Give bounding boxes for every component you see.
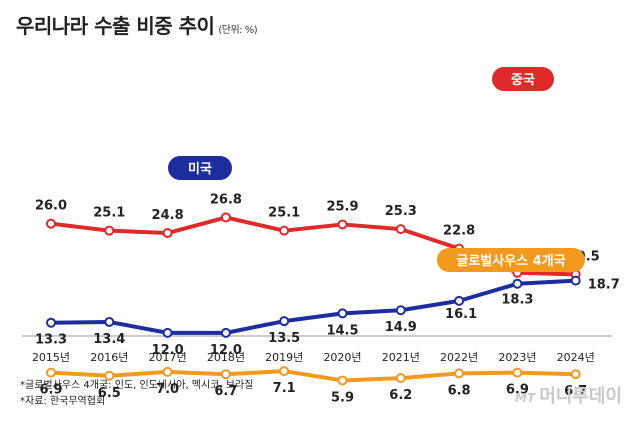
data-label-china-0: 26.0: [35, 199, 67, 214]
data-label-china-4: 25.1: [268, 206, 300, 221]
data-label-global-south-2: 7.0: [156, 382, 179, 397]
data-point-china-3: [220, 212, 231, 223]
data-point-usa-7: [454, 295, 465, 306]
data-label-china-2: 24.8: [152, 208, 184, 223]
data-label-global-south-4: 7.1: [273, 381, 296, 396]
legend-label-china: 중국: [511, 73, 535, 88]
data-label-global-south-6: 6.2: [389, 388, 412, 403]
legend-label-global-south: 글로벌사우스 4개국: [456, 253, 565, 269]
x-tick-label-6: 2021년: [382, 351, 420, 364]
data-label-global-south-1: 6.5: [98, 386, 121, 401]
data-point-china-2: [162, 228, 173, 239]
legend-badge-usa: [168, 156, 232, 180]
data-label-usa-5: 14.5: [326, 323, 358, 338]
data-label-global-south-8: 6.9: [506, 383, 529, 398]
data-point-china-5: [337, 219, 348, 230]
data-point-china-0: [46, 218, 56, 229]
watermark-logo: MT 머니투데이: [515, 382, 622, 408]
x-tick-label-9: 2024년: [557, 351, 595, 364]
data-point-china-4: [279, 225, 290, 236]
data-point-usa-5: [337, 308, 348, 319]
legend-badge-china: [492, 67, 554, 91]
x-tick-label-2: 2017년: [149, 351, 187, 364]
watermark-brand: MT: [515, 391, 536, 405]
data-point-usa-4: [279, 316, 290, 327]
data-point-usa-6: [395, 305, 406, 316]
x-tick-label-1: 2016년: [90, 351, 128, 364]
data-point-usa-0: [46, 317, 56, 328]
footnote-source: *자료: 한국무역협회: [20, 396, 106, 407]
data-label-global-south-5: 5.9: [331, 390, 354, 405]
data-point-usa-9: [570, 275, 581, 286]
x-tick-label-4: 2019년: [265, 351, 303, 364]
data-label-global-south-0: 6.9: [39, 383, 62, 398]
data-label-china-1: 25.1: [93, 206, 125, 221]
data-point-global-south-7: [454, 368, 465, 379]
data-point-global-south-0: [46, 367, 56, 378]
data-point-usa-8: [512, 278, 523, 289]
data-point-usa-3: [220, 327, 231, 338]
data-label-china-7: 22.8: [443, 224, 475, 239]
legend-label-usa: 미국: [188, 161, 212, 177]
data-label-china-5: 25.9: [326, 199, 358, 214]
data-label-usa-2: 12.0: [152, 343, 184, 358]
footnote-global-south: *글로벌사우스 4개국: 인도, 인도네시아, 멕시코, 브라질: [20, 380, 254, 391]
data-label-usa-7: 16.1: [445, 307, 477, 322]
chart-title: 우리나라 수출 비중 추이 (단위: %): [16, 14, 258, 38]
x-tick-label-8: 2023년: [498, 351, 536, 364]
data-label-usa-8: 18.3: [501, 293, 533, 308]
x-tick-label-3: 2018년: [207, 351, 245, 364]
data-point-china-6: [395, 224, 406, 235]
data-point-global-south-9: [570, 369, 581, 380]
legend-badge-global-south: [437, 248, 585, 272]
data-label-usa-1: 13.4: [93, 332, 125, 347]
data-point-usa-2: [162, 327, 173, 338]
data-label-china-6: 25.3: [385, 204, 417, 219]
data-point-global-south-2: [162, 366, 173, 377]
data-label-global-south-7: 6.8: [448, 383, 471, 398]
data-point-global-south-6: [395, 373, 406, 384]
data-label-global-south-3: 6.7: [214, 384, 237, 399]
data-label-usa-3: 12.0: [210, 343, 242, 358]
series-line-global-south: [49, 369, 578, 383]
data-label-usa-0: 13.3: [35, 333, 67, 348]
series-line-usa: [49, 278, 578, 335]
data-label-global-south-9: 6.7: [564, 384, 587, 399]
x-tick-label-0: 2015년: [32, 351, 70, 364]
data-point-global-south-4: [279, 366, 290, 377]
x-tick-label-7: 2022년: [440, 351, 478, 364]
data-point-china-1: [104, 225, 115, 236]
data-label-china-3: 26.8: [210, 192, 242, 207]
data-point-usa-1: [104, 316, 115, 327]
data-point-global-south-1: [104, 370, 115, 381]
data-label-usa-4: 13.5: [268, 331, 300, 346]
data-point-global-south-5: [337, 375, 348, 386]
chart-unit: (단위: %): [218, 25, 258, 36]
data-point-global-south-3: [220, 369, 231, 380]
data-point-global-south-8: [512, 367, 523, 378]
x-tick-label-5: 2020년: [323, 351, 361, 364]
data-label-usa-9: 18.7: [588, 278, 620, 293]
watermark-name: 머니투데이: [539, 386, 622, 407]
data-label-usa-6: 14.9: [385, 320, 417, 335]
